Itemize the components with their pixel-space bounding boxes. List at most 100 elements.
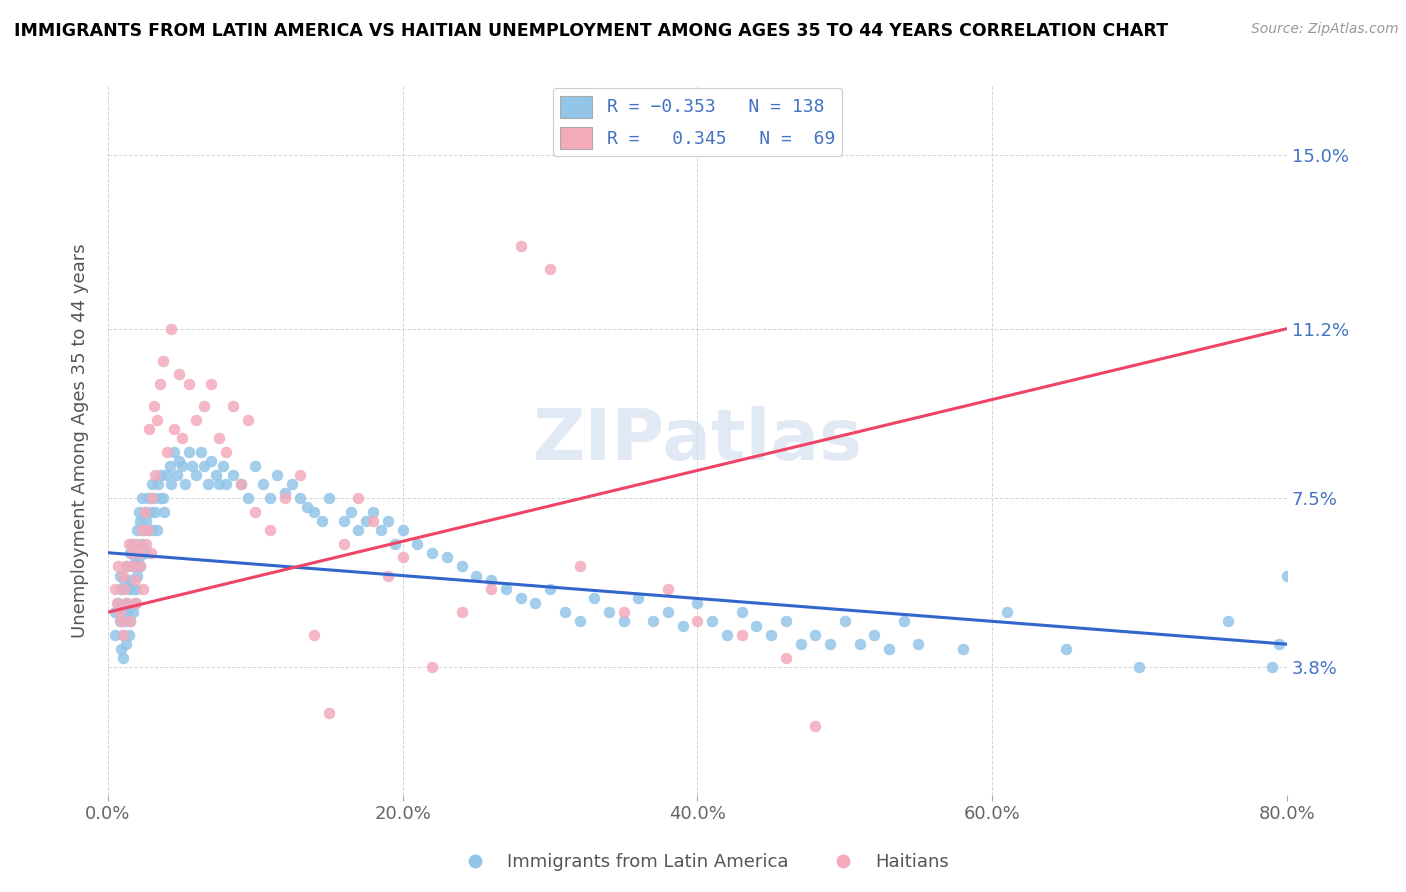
Point <box>115 596 138 610</box>
Point <box>124 596 146 610</box>
Point <box>120 573 142 587</box>
Point <box>252 477 274 491</box>
Point <box>583 591 606 606</box>
Point <box>150 468 173 483</box>
Point <box>127 536 149 550</box>
Point <box>354 514 377 528</box>
Point <box>148 491 170 505</box>
Point <box>554 605 576 619</box>
Point <box>1268 637 1291 651</box>
Point <box>167 368 190 382</box>
Point <box>136 523 159 537</box>
Point <box>143 468 166 483</box>
Point <box>1054 641 1077 656</box>
Point <box>848 637 870 651</box>
Point <box>1128 660 1150 674</box>
Point <box>465 568 488 582</box>
Point <box>995 605 1018 619</box>
Point <box>139 546 162 560</box>
Point <box>288 491 311 505</box>
Point <box>125 596 148 610</box>
Point <box>686 596 709 610</box>
Point <box>128 505 150 519</box>
Point <box>121 546 143 560</box>
Point <box>538 582 561 597</box>
Point <box>274 486 297 500</box>
Point <box>163 445 186 459</box>
Point <box>259 523 281 537</box>
Point <box>775 651 797 665</box>
Point <box>163 422 186 436</box>
Point <box>495 582 517 597</box>
Point <box>789 637 811 651</box>
Point <box>304 505 326 519</box>
Point <box>702 615 724 629</box>
Point <box>160 321 183 335</box>
Point <box>657 605 679 619</box>
Point <box>200 454 222 468</box>
Point <box>127 568 149 582</box>
Point <box>229 477 252 491</box>
Point <box>598 605 620 619</box>
Point <box>340 505 363 519</box>
Point <box>318 491 340 505</box>
Point <box>304 628 326 642</box>
Text: Source: ZipAtlas.com: Source: ZipAtlas.com <box>1251 22 1399 37</box>
Point <box>295 500 318 514</box>
Point <box>110 641 132 656</box>
Point <box>952 641 974 656</box>
Point <box>160 477 183 491</box>
Point <box>128 546 150 560</box>
Point <box>391 523 413 537</box>
Point <box>127 523 149 537</box>
Point <box>229 477 252 491</box>
Point <box>509 239 531 253</box>
Point <box>166 468 188 483</box>
Point <box>266 468 288 483</box>
Point <box>347 491 370 505</box>
Point <box>1261 660 1284 674</box>
Point <box>125 582 148 597</box>
Point <box>111 651 134 665</box>
Point <box>112 582 135 597</box>
Point <box>259 491 281 505</box>
Point <box>134 505 156 519</box>
Point <box>117 582 139 597</box>
Point <box>108 568 131 582</box>
Point <box>115 605 138 619</box>
Point <box>139 505 162 519</box>
Point <box>122 559 145 574</box>
Point <box>245 505 267 519</box>
Point <box>114 637 136 651</box>
Point <box>146 477 169 491</box>
Point <box>104 628 127 642</box>
Point <box>112 615 135 629</box>
Point <box>129 559 152 574</box>
Point <box>377 514 399 528</box>
Point <box>406 536 429 550</box>
Point <box>222 468 245 483</box>
Point <box>142 491 165 505</box>
Point <box>716 628 738 642</box>
Point <box>121 536 143 550</box>
Point <box>111 605 134 619</box>
Point <box>152 353 174 368</box>
Point <box>193 400 215 414</box>
Point <box>105 596 128 610</box>
Point <box>124 550 146 565</box>
Point <box>173 477 195 491</box>
Point <box>186 468 208 483</box>
Text: ZIPatlas: ZIPatlas <box>533 406 862 475</box>
Point <box>111 628 134 642</box>
Point <box>436 550 458 565</box>
Legend: R = −0.353   N = 138, R =   0.345   N =  69: R = −0.353 N = 138, R = 0.345 N = 69 <box>553 88 842 156</box>
Point <box>236 491 259 505</box>
Point <box>215 445 238 459</box>
Point <box>141 491 163 505</box>
Point <box>818 637 841 651</box>
Point <box>759 628 782 642</box>
Point <box>122 605 145 619</box>
Point <box>111 628 134 642</box>
Point <box>132 523 155 537</box>
Point <box>134 546 156 560</box>
